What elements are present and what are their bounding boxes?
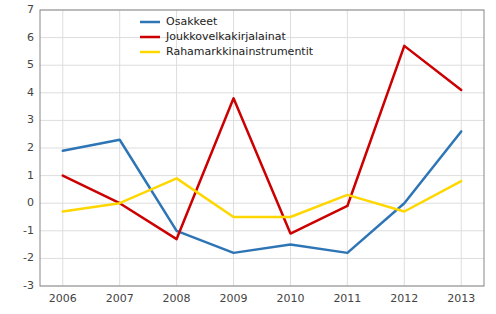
chart: -3 -2 -1 0 1 2 3 4 5 6 7 2006 2007 2008 2009 2010 2011 20… bbox=[0, 0, 496, 314]
grid-line-x bbox=[461, 10, 462, 286]
grid-line-x bbox=[404, 10, 405, 286]
x-tick-label: 2010 bbox=[276, 292, 304, 305]
legend-swatch bbox=[140, 36, 160, 39]
x-tick-label: 2012 bbox=[390, 292, 418, 305]
x-tick-label: 2006 bbox=[49, 292, 77, 305]
grid-line-x bbox=[347, 10, 348, 286]
x-tick-label: 2009 bbox=[220, 292, 248, 305]
grid-line-y bbox=[40, 258, 484, 259]
y-tick-label: 5 bbox=[27, 58, 34, 71]
y-tick-label: 4 bbox=[27, 86, 34, 99]
grid-line-y bbox=[40, 92, 484, 93]
series-line bbox=[63, 178, 461, 217]
series-line bbox=[63, 131, 461, 252]
grid bbox=[40, 10, 484, 286]
series-lines bbox=[63, 46, 461, 253]
legend: Osakkeet Joukkovelkakirjalainat Rahamarkki… bbox=[140, 15, 314, 58]
grid-line-x bbox=[119, 10, 120, 286]
legend-label: Osakkeet bbox=[166, 15, 218, 28]
x-tick-label: 2008 bbox=[163, 292, 191, 305]
grid-line-y bbox=[40, 175, 484, 176]
grid-line-y bbox=[40, 148, 484, 149]
y-tick-label: -1 bbox=[23, 224, 34, 237]
grid-line-y bbox=[40, 230, 484, 231]
legend-swatch bbox=[140, 21, 160, 24]
y-tick-label: 1 bbox=[27, 169, 34, 182]
grid-line-y bbox=[40, 120, 484, 121]
y-tick-label: -3 bbox=[23, 279, 34, 292]
axes: -3 -2 -1 0 1 2 3 4 5 6 7 2006 2007 2008 2009 2010 2011 20… bbox=[23, 3, 484, 305]
y-tick-label: -2 bbox=[23, 251, 34, 264]
y-tick-label: 3 bbox=[27, 113, 34, 126]
legend-label: Rahamarkkinainstrumentit bbox=[166, 45, 314, 58]
x-tick-label: 2007 bbox=[106, 292, 134, 305]
series-line bbox=[63, 46, 461, 239]
y-tick-label: 6 bbox=[27, 31, 34, 44]
y-tick-label: 0 bbox=[27, 196, 34, 209]
x-tick-label: 2011 bbox=[333, 292, 361, 305]
x-tick-label: 2013 bbox=[447, 292, 475, 305]
grid-line-y bbox=[40, 65, 484, 66]
plot-frame bbox=[40, 10, 484, 286]
y-tick-label: 7 bbox=[27, 3, 34, 16]
legend-label: Joukkovelkakirjalainat bbox=[165, 30, 287, 43]
y-tick-label: 2 bbox=[27, 141, 34, 154]
grid-line-x bbox=[62, 10, 63, 286]
legend-swatch bbox=[140, 51, 160, 54]
